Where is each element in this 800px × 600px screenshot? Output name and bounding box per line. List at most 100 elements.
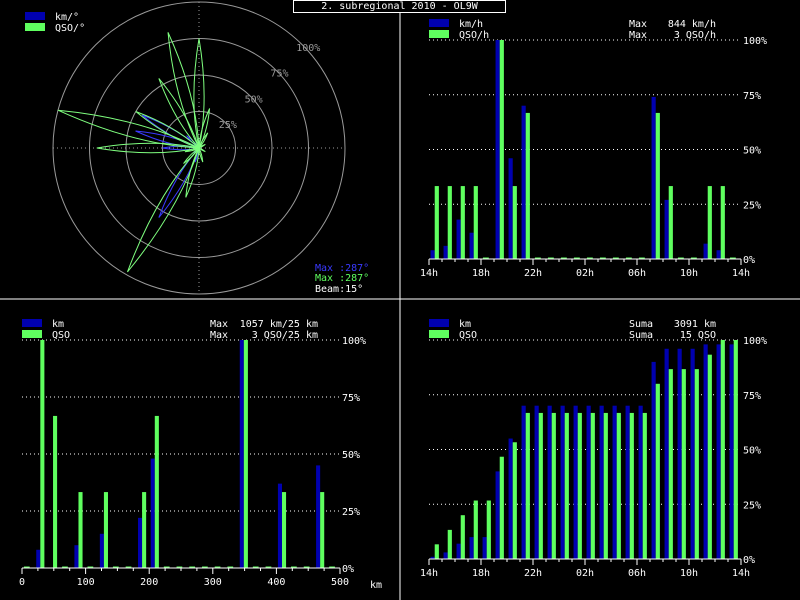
qso-bar-0 [434,544,439,559]
km-bar-9 [547,405,552,559]
info-value-0: 3091 km [674,319,716,330]
y-tick-label-3: 75% [743,91,761,102]
qso-bar-11 [577,412,582,559]
qso-bar-12 [590,412,595,559]
polar-ring-label-1: 50% [245,94,263,105]
polar-km-max: Max :287° [315,263,369,274]
qso-bar-14 [616,412,621,559]
km-bar-21 [703,344,708,559]
qso-bar-5 [499,456,504,559]
km-bar-6 [508,158,513,259]
qso-bar-15 [629,412,634,559]
x-tick-label-3: 300 [204,577,222,588]
page-title: 2. subregional 2010 - OL9W [293,0,506,13]
km-bar-3 [469,537,474,559]
qso-bar-3 [473,500,478,559]
qso-bar-7 [525,412,530,559]
legend-label-1: QSO [459,330,477,341]
legend-label-1: QSO/h [459,30,489,41]
km-bar-10 [560,405,565,559]
legend-label-1: QSO [52,330,70,341]
qso-bar-18 [668,369,673,559]
info-label-1: Max [210,330,228,341]
x-tick-label-1: 18h [472,568,490,579]
km-bar-1 [443,552,448,559]
y-tick-label-4: 100% [743,336,767,347]
info-label-1: Suma [629,330,653,341]
y-tick-label-4: 100% [743,36,767,47]
km-bar-16 [638,405,643,559]
polar-ring-label-3: 100% [296,43,320,54]
km-bar-5 [495,471,500,559]
km-bar-17 [651,96,656,259]
km-bar-8 [534,405,539,559]
km-bar-2 [456,543,461,559]
x-tick-label-1: 18h [472,268,490,279]
km-bar-21 [703,243,708,259]
qso-bar-1 [40,340,45,568]
legend-swatch-0 [25,12,45,20]
qso-bar-16 [642,412,647,559]
qso-lobe-0 [193,38,205,149]
km-bar-20 [690,348,695,559]
info-value-0: 844 km/h [668,19,716,30]
polar-panel: km/°QSO/° 25% 50% 75% 100% Max :287°Max :287°… [25,1,369,295]
qso-bar-23 [733,340,738,559]
y-tick-label-3: 75% [342,393,360,404]
legend-label-0: km/° [55,12,79,23]
x-tick-label-4: 400 [267,577,285,588]
info-label-0: Max [629,19,647,30]
x-tick-label-3: 02h [576,268,594,279]
qso-lobe-10 [96,142,200,154]
km-bar-13 [599,405,604,559]
qso-bar-1 [447,529,452,559]
qso-lobe-5 [198,147,204,163]
qso-bar-17 [655,112,660,259]
qso-bar-3 [473,186,478,259]
km-bar-7 [521,405,526,559]
info-value-1: 3 QSO/h [674,30,716,41]
y-tick-label-0: 0% [743,255,755,266]
qso-bar-4 [78,492,83,568]
qso-bar-21 [707,354,712,559]
qso-bar-4 [486,500,491,559]
info-label-0: Suma [629,319,653,330]
qso-bar-1 [447,186,452,259]
x-tick-label-3: 02h [576,568,594,579]
qso-bar-21 [707,186,712,259]
qso-bar-23 [320,492,325,568]
qso-bar-5 [499,40,504,259]
qso-bar-22 [720,340,725,559]
legend-swatch-1 [22,330,42,338]
y-tick-label-4: 100% [342,336,366,347]
qso-lobe-13 [158,78,200,149]
x-tick-label-1: 100 [77,577,95,588]
km-bar-20 [277,483,282,568]
qso-bar-22 [720,186,725,259]
x-unit-label: km [370,580,382,591]
qso-bar-17 [655,383,660,559]
x-tick-label-2: 200 [140,577,158,588]
qso-bar-6 [103,492,108,568]
km-bar-9 [138,517,143,568]
polar-beam: Beam:15° [315,284,363,295]
qso-lobe-8 [183,147,200,164]
km-bar-4 [482,537,487,559]
polar-ring-label-2: 75% [270,69,288,80]
qso-lobe-7 [126,147,200,273]
km-bar-22 [716,344,721,559]
qso-lobe-14 [167,32,200,149]
legend-swatch-0 [429,19,449,27]
qso-bar-20 [694,369,699,559]
km-bar-1 [443,245,448,259]
x-tick-label-5: 10h [680,268,698,279]
qso-bar-9 [142,492,147,568]
qso-bar-20 [281,492,287,568]
qso-bar-10 [154,415,159,568]
qso-lobe-11 [57,109,200,149]
km-bar-15 [625,405,630,559]
legend-swatch-1 [25,23,45,31]
legend-label-0: km/h [459,19,483,30]
